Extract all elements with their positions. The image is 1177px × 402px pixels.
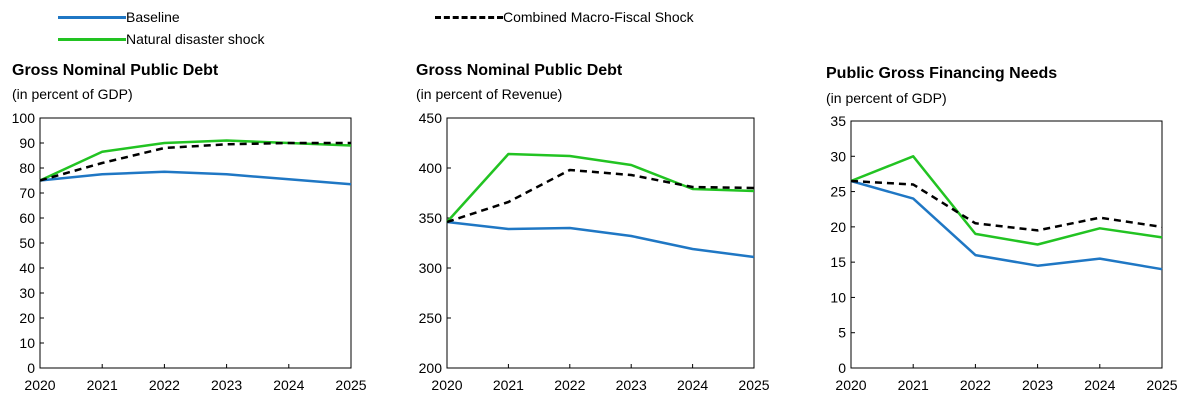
legend-label-natural-disaster: Natural disaster shock: [126, 31, 265, 47]
x-tick-label: 2021: [493, 377, 524, 393]
x-tick-label: 2021: [87, 377, 118, 393]
legend-swatch-combined-shock: [435, 15, 503, 19]
x-tick-label: 2024: [1084, 377, 1115, 393]
x-tick-label: 2024: [273, 377, 304, 393]
chart-subtitle: (in percent of Revenue): [416, 86, 563, 102]
y-tick-label: 60: [19, 210, 35, 226]
chart-plot: 200 250 300 350 400 450 2020 2021 2022 2023 2024 20…: [419, 110, 770, 393]
chart-debt-gdp: Gross Nominal Public Debt (in percent of…: [0, 60, 380, 402]
x-tick-label: 2022: [149, 377, 180, 393]
y-tick-label: 70: [19, 185, 35, 201]
series-line-combined-shock: [446, 168, 755, 224]
legend-swatch-natural-disaster: [58, 37, 126, 41]
y-tick-label: 15: [830, 254, 846, 270]
y-tick-label: 0: [27, 360, 35, 376]
series-line-baseline: [39, 170, 352, 186]
chart-title: Gross Nominal Public Debt: [12, 62, 219, 79]
chart-subtitle: (in percent of GDP): [826, 90, 947, 106]
x-tick-label: 2025: [738, 377, 769, 393]
x-tick-label: 2020: [24, 377, 55, 393]
x-tick-label: 2022: [960, 377, 991, 393]
y-tick-label: 0: [838, 360, 846, 376]
y-tick-label: 30: [19, 285, 35, 301]
y-tick-label: 30: [830, 148, 846, 164]
plot-frame: [850, 120, 1163, 369]
series-line-natural-disaster: [446, 152, 755, 223]
chart-title: Public Gross Financing Needs: [826, 65, 1058, 82]
x-tick-label: 2025: [1146, 377, 1177, 393]
y-tick-label: 10: [830, 289, 846, 305]
y-tick-label: 40: [19, 260, 35, 276]
legend-item-combined-shock: Combined Macro-Fiscal Shock: [435, 8, 694, 26]
y-tick-label: 350: [419, 210, 443, 226]
legend-item-natural-disaster: Natural disaster shock: [58, 30, 265, 48]
chart-plot: 0 10 20 30 40 50 60 70 80 90 100 2020 2021 2022 2023 20…: [12, 110, 367, 393]
legend-item-baseline: Baseline: [58, 8, 180, 26]
x-tick-label: 2020: [431, 377, 462, 393]
y-tick-label: 25: [830, 184, 846, 200]
series-line-combined-shock: [850, 179, 1163, 232]
series-line-baseline: [850, 179, 1163, 271]
y-tick-label: 20: [19, 310, 35, 326]
y-tick-label: 90: [19, 135, 35, 151]
legend: Baseline Natural disaster shock Combined…: [0, 0, 1177, 50]
chart-financing-needs: Public Gross Financing Needs (in percent…: [813, 60, 1177, 402]
y-tick-label: 300: [419, 260, 443, 276]
x-tick-label: 2021: [898, 377, 929, 393]
x-tick-label: 2022: [554, 377, 585, 393]
legend-swatch-baseline: [58, 15, 126, 19]
y-tick-label: 250: [419, 310, 443, 326]
legend-label-baseline: Baseline: [126, 9, 180, 25]
series-line-combined-shock: [39, 141, 351, 182]
chart-title: Gross Nominal Public Debt: [416, 62, 623, 79]
y-tick-label: 20: [830, 219, 846, 235]
y-tick-label: 5: [838, 325, 846, 341]
x-tick-label: 2023: [1022, 377, 1053, 393]
y-tick-label: 400: [419, 160, 443, 176]
x-tick-label: 2024: [677, 377, 708, 393]
series-line-baseline: [446, 220, 755, 259]
x-tick-label: 2025: [335, 377, 366, 393]
legend-label-combined-shock: Combined Macro-Fiscal Shock: [503, 9, 694, 25]
x-tick-label: 2020: [835, 377, 866, 393]
chart-debt-revenue: Gross Nominal Public Debt (in percent of…: [404, 60, 784, 402]
series-line-natural-disaster: [850, 155, 1163, 246]
chart-subtitle: (in percent of GDP): [12, 86, 133, 102]
y-tick-label: 50: [19, 235, 35, 251]
plot-frame: [39, 117, 352, 369]
y-tick-label: 10: [19, 335, 35, 351]
y-tick-label: 80: [19, 160, 35, 176]
x-tick-label: 2023: [211, 377, 242, 393]
y-tick-label: 35: [830, 113, 846, 129]
y-tick-label: 200: [419, 360, 443, 376]
x-tick-label: 2023: [616, 377, 647, 393]
y-tick-label: 450: [419, 110, 443, 126]
series-line-natural-disaster: [39, 139, 352, 182]
plot-frame: [446, 117, 755, 369]
y-tick-label: 100: [12, 110, 36, 126]
